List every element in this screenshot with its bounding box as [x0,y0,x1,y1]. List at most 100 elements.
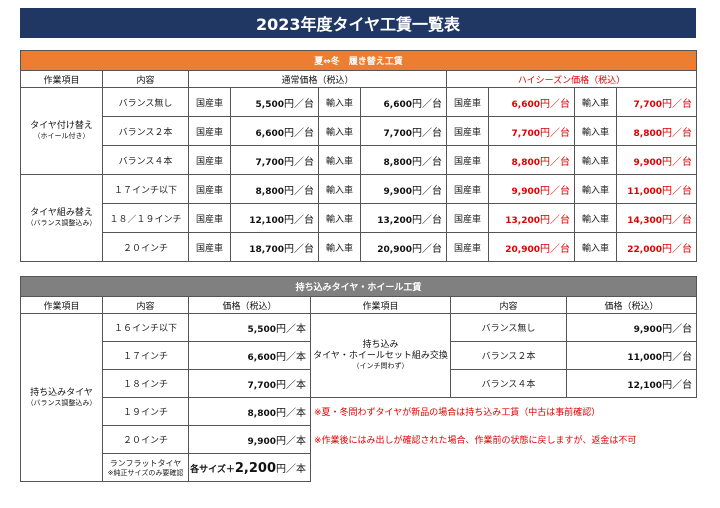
domestic-label: 国産車 [446,232,489,262]
content-cell: バランス２本 [102,116,189,146]
domestic-label: 国産車 [188,116,231,146]
import-label: 輸入車 [318,232,361,262]
header-item: 作業項目 [20,70,103,88]
normal-domestic-price: 12,100円／台 [230,203,319,233]
import-label: 輸入車 [574,116,617,146]
import-label: 輸入車 [318,145,361,175]
section2-title: 持ち込みタイヤ・ホイール工賃 [19,276,698,297]
set-price: 12,100円／台 [565,369,698,398]
note-no-refund: ※作業後にはみ出しが確認された場合、作業前の状態に戻しますが、返金は不可 [314,436,637,446]
bring-in-content: ２０インチ [102,425,189,454]
set-content: バランス４本 [450,369,567,398]
set-price: 11,000円／台 [565,341,698,370]
normal-import-price: 6,600円／台 [360,87,447,117]
normal-domestic-price: 8,800円／台 [230,174,319,204]
import-label: 輸入車 [574,174,617,204]
bring-in-price: 6,600円／本 [188,341,311,370]
domestic-label: 国産車 [188,174,231,204]
domestic-label: 国産車 [446,203,489,233]
price-row: タイヤ組み替え （バランス調整込み） １７インチ以下 国産車 8,800円／台 輸入車 9,… [20,174,698,262]
price-row: バランス２本 国産車 6,600円／台 輸入車 7,700円／台 国産車 7,700円／台輸… [21,116,698,146]
import-label: 輸入車 [574,145,617,175]
import-label: 輸入車 [318,203,361,233]
domestic-label: 国産車 [446,174,489,204]
import-label: 輸入車 [318,87,361,117]
header-item-2: 作業項目 [310,296,451,314]
domestic-label: 国産車 [188,87,231,117]
import-label: 輸入車 [574,232,617,262]
domestic-label: 国産車 [188,203,231,233]
header-content: 内容 [102,296,189,314]
price-row: タイヤ付け替え （ホイール付き） バランス無し 国産車 5,500円／台 輸入車 6,600… [20,87,698,175]
bring-in-content: １６インチ以下 [102,313,189,342]
header-high-season-price: ハイシーズン価格（税込） [445,70,698,88]
note-new-tire: ※夏・冬問わずタイヤが新品の場合は持ち込み工賃（中古は事前確認） [314,408,601,419]
import-label: 輸入車 [318,116,361,146]
high-domestic-price: 9,900円／台 [488,174,575,204]
header-normal-price: 通常価格（税込） [188,70,447,88]
header-content: 内容 [102,70,189,88]
work-item-label: タイヤ組み替え （バランス調整込み） [20,174,103,262]
normal-import-price: 7,700円／台 [360,116,447,146]
content-cell: バランス４本 [102,145,189,175]
normal-domestic-price: 18,700円／台 [230,232,319,262]
domestic-label: 国産車 [188,145,231,175]
domestic-label: 国産車 [446,116,489,146]
import-label: 輸入車 [574,87,617,117]
import-label: 輸入車 [318,174,361,204]
normal-import-price: 20,900円／台 [360,232,447,262]
set-price: 9,900円／台 [565,313,698,342]
high-import-price: 11,000円／台 [615,174,698,204]
bring-in-price-table: 持ち込みタイヤ・ホイール工賃 作業項目 内容 価格（税込） 作業項目 内容 価格… [19,276,698,482]
runflat-label: ランフラットタイヤ ※純正サイズのみ要確認 [102,453,189,482]
header-item: 作業項目 [20,296,103,314]
price-row: バランス４本 国産車 7,700円／台 輸入車 8,800円／台 国産車 8,800円／台輸… [21,145,698,175]
domestic-label: 国産車 [446,145,489,175]
domestic-label: 国産車 [446,87,489,117]
header-content-2: 内容 [450,296,567,314]
summer-winter-price-table: 夏⇔冬 履き替え工賃 作業項目 内容 通常価格（税込） ハイシーズン価格（税込）… [19,50,698,262]
bring-in-price: 5,500円／本 [188,313,311,342]
high-import-price: 22,000円／台 [615,232,698,262]
normal-domestic-price: 7,700円／台 [230,145,319,175]
high-domestic-price: 13,200円／台 [488,203,575,233]
bring-in-content: １７インチ [102,341,189,370]
price-row: ２０インチ 国産車 18,700円／台 輸入車 20,900円／台 国産車 20,900円／… [21,232,698,262]
content-cell: １７インチ以下 [102,174,189,204]
bring-in-price: 7,700円／本 [188,369,311,398]
high-domestic-price: 20,900円／台 [488,232,575,262]
normal-domestic-price: 6,600円／台 [230,116,319,146]
header-price-2: 価格（税込） [565,296,698,314]
set-content: バランス２本 [450,341,567,370]
high-import-price: 9,900円／台 [615,145,698,175]
import-label: 輸入車 [574,203,617,233]
page-title: 2023年度タイヤ工賃一覧表 [20,8,696,38]
runflat-price: 各サイズ＋2,200円／本 [188,453,311,482]
high-domestic-price: 8,800円／台 [488,145,575,175]
high-import-price: 7,700円／台 [615,87,698,117]
price-row: １８／１９インチ 国産車 12,100円／台 輸入車 13,200円／台 国産車 13,20… [21,203,698,233]
empty-note-cell [311,454,697,482]
content-cell: バランス無し [102,87,189,117]
bring-in-content: １９インチ [102,397,189,426]
content-cell: １８／１９インチ [102,203,189,233]
bring-in-tire-label: 持ち込みタイヤ （バランス調整込み） [20,313,103,482]
domestic-label: 国産車 [188,232,231,262]
bring-in-content: １８インチ [102,369,189,398]
bring-in-price: 8,800円／本 [188,397,311,426]
header-price: 価格（税込） [188,296,311,314]
normal-import-price: 9,900円／台 [360,174,447,204]
normal-domestic-price: 5,500円／台 [230,87,319,117]
high-domestic-price: 7,700円／台 [488,116,575,146]
set-exchange-label: 持ち込み タイヤ・ホイールセット組み交換 （インチ問わず） [310,313,451,398]
normal-import-price: 13,200円／台 [360,203,447,233]
work-item-label: タイヤ付け替え （ホイール付き） [20,87,103,175]
content-cell: ２０インチ [102,232,189,262]
set-content: バランス無し [450,313,567,342]
bring-in-price: 9,900円／本 [188,425,311,454]
normal-import-price: 8,800円／台 [360,145,447,175]
section1-title: 夏⇔冬 履き替え工賃 [19,50,698,71]
high-import-price: 8,800円／台 [615,116,698,146]
high-import-price: 14,300円／台 [615,203,698,233]
high-domestic-price: 6,600円／台 [488,87,575,117]
